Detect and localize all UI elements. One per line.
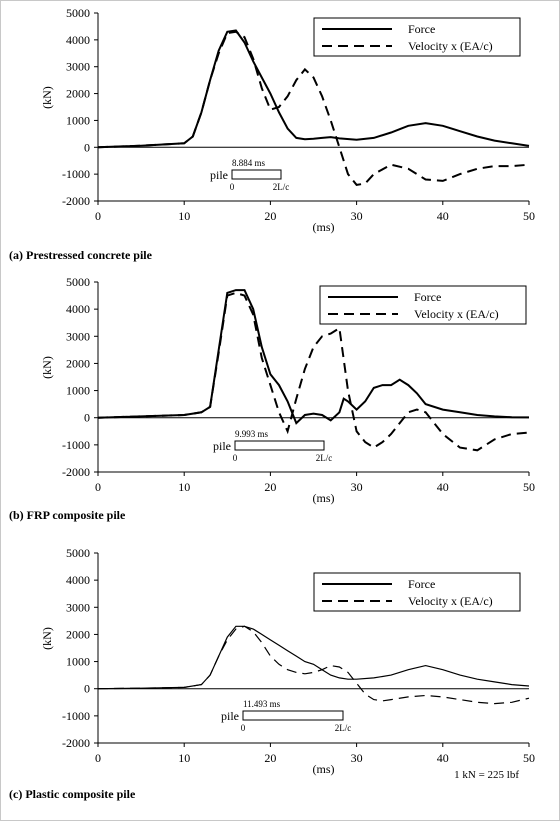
velocity-line: [97, 291, 530, 452]
legend-box: [313, 572, 521, 612]
x-tick-label: 10: [178, 480, 190, 494]
y-tick-label: 4000: [66, 33, 90, 47]
force-line: [97, 625, 530, 690]
y-tick-label: -1000: [62, 167, 90, 181]
x-axis-label: (ms): [313, 491, 335, 505]
chart-caption: (a) Prestressed concrete pile: [9, 248, 153, 262]
legend-velocity-label: Velocity x (EA/c): [408, 39, 493, 53]
pile-bar: [234, 440, 325, 451]
pile-label: pile: [210, 168, 228, 182]
y-tick-label: 1000: [66, 655, 90, 669]
x-tick-label: 0: [95, 751, 101, 765]
legend-force-label: Force: [414, 290, 441, 304]
y-tick-label: 1000: [66, 384, 90, 398]
y-tick-label: 4000: [66, 302, 90, 316]
pile-time-label: 9.993 ms: [235, 429, 269, 439]
pile-time-label: 11.493 ms: [243, 699, 281, 709]
y-tick-label: 4000: [66, 573, 90, 587]
x-tick-label: 40: [437, 751, 449, 765]
pile-label: pile: [221, 709, 239, 723]
pile-end-label: 2L/c: [316, 453, 333, 463]
pile-label: pile: [213, 439, 231, 453]
y-tick-label: 1000: [66, 113, 90, 127]
y-tick-label: -2000: [62, 736, 90, 750]
x-tick-label: 40: [437, 209, 449, 223]
velocity-line: [97, 625, 530, 705]
y-tick-label: 0: [84, 682, 90, 696]
y-axis-label: (kN): [40, 627, 54, 650]
y-tick-label: 2000: [66, 627, 90, 641]
chart-caption: (c) Plastic composite pile: [9, 787, 136, 801]
chart-caption: (b) FRP composite pile: [9, 508, 126, 522]
legend-force-label: Force: [408, 577, 435, 591]
y-axis-label: (kN): [40, 86, 54, 109]
y-tick-label: 2000: [66, 356, 90, 370]
y-tick-label: -1000: [62, 709, 90, 723]
y-tick-label: 3000: [66, 60, 90, 74]
y-tick-label: 0: [84, 411, 90, 425]
y-tick-label: 3000: [66, 329, 90, 343]
y-tick-label: -2000: [62, 194, 90, 208]
unit-note: 1 kN = 225 lbf: [454, 769, 519, 781]
pile-start-label: 0: [233, 453, 238, 463]
y-tick-label: 5000: [66, 6, 90, 20]
y-tick-label: 3000: [66, 600, 90, 614]
y-tick-label: -1000: [62, 438, 90, 452]
chart-panel-3: -2000 -1000 0 1000 2000 3000 4000 5000 0 10 20 30 40…: [9, 546, 535, 801]
chart-panel-2: -2000 -1000 0 1000 2000 3000 4000 5000 0 10 20 30 40…: [9, 275, 535, 522]
y-tick-label: 2000: [66, 87, 90, 101]
x-tick-label: 50: [523, 480, 535, 494]
legend-box: [319, 285, 527, 325]
legend-force-label: Force: [408, 22, 435, 36]
pile-start-label: 0: [230, 182, 235, 192]
pile-end-label: 2L/c: [335, 723, 352, 733]
x-tick-label: 20: [264, 480, 276, 494]
legend-box: [313, 17, 521, 57]
x-tick-label: 20: [264, 209, 276, 223]
x-axis-label: (ms): [313, 762, 335, 776]
x-tick-label: 0: [95, 480, 101, 494]
x-tick-label: 50: [523, 751, 535, 765]
x-tick-label: 10: [178, 751, 190, 765]
chart-panel-1: -2000 -1000 0 1000 2000 3000 4000 5000 0 10 20 30 40…: [9, 6, 535, 262]
y-tick-label: 5000: [66, 546, 90, 560]
force-line: [97, 289, 530, 425]
pile-bar: [231, 169, 282, 180]
pile-end-label: 2L/c: [273, 182, 290, 192]
x-tick-label: 30: [351, 751, 363, 765]
legend-velocity-label: Velocity x (EA/c): [414, 307, 499, 321]
x-tick-label: 10: [178, 209, 190, 223]
legend-velocity-label: Velocity x (EA/c): [408, 594, 493, 608]
x-tick-label: 30: [351, 209, 363, 223]
x-tick-label: 40: [437, 480, 449, 494]
x-tick-label: 50: [523, 209, 535, 223]
x-tick-label: 20: [264, 751, 276, 765]
pile-time-label: 8.884 ms: [232, 158, 266, 168]
y-tick-label: 5000: [66, 275, 90, 289]
y-tick-label: 0: [84, 140, 90, 154]
x-tick-label: 30: [351, 480, 363, 494]
pile-bar: [242, 710, 344, 721]
x-tick-label: 0: [95, 209, 101, 223]
y-axis-label: (kN): [40, 356, 54, 379]
pile-start-label: 0: [241, 723, 246, 733]
x-axis-label: (ms): [313, 220, 335, 234]
y-tick-label: -2000: [62, 465, 90, 479]
